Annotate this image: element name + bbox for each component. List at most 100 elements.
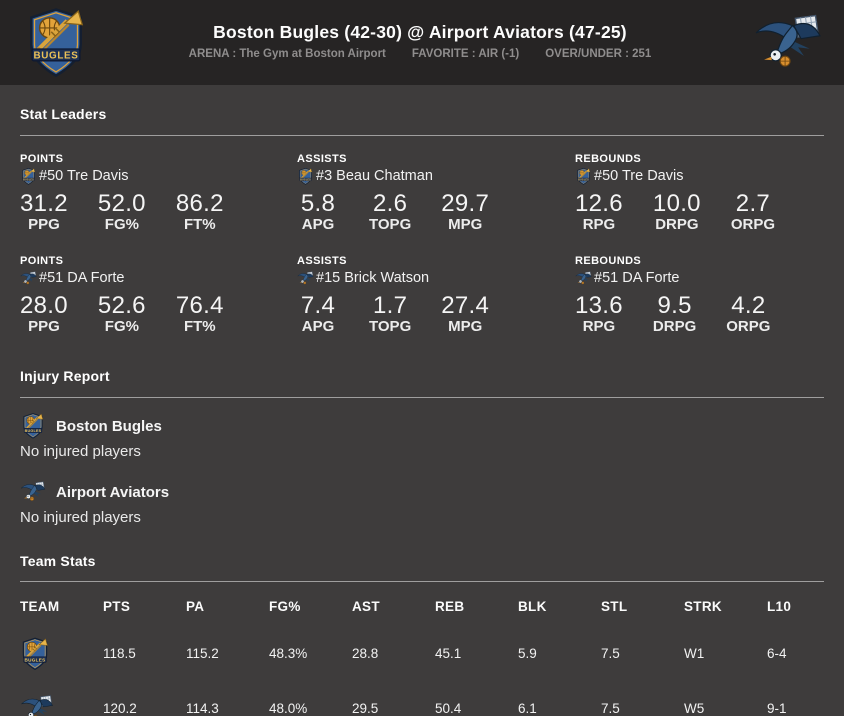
leader-group-rebounds-home: REBOUNDS #51 DA Forte 13.6 RPG 9.5 DRPG [575, 255, 824, 335]
stat-cell: 10.0 DRPG [653, 191, 701, 233]
stat-value: 2.6 [372, 190, 408, 217]
stat-label: TOPG [369, 318, 412, 335]
player-name: #50 Tre Davis [594, 168, 684, 184]
stat-label: FT% [183, 216, 216, 233]
stat-value: 10.0 [652, 190, 701, 217]
team-stats-title: Team Stats [20, 553, 96, 569]
game-title: Boston Bugles (42-30) @ Airport Aviators… [213, 21, 627, 42]
stat-category-label: REBOUNDS [575, 153, 642, 165]
stat-cell-reb: 50.4 [435, 701, 462, 716]
boston-bugles-logo-icon [24, 8, 88, 78]
stat-cell-reb: 45.1 [435, 646, 462, 661]
stat-label: FG% [104, 318, 139, 335]
airport-aviators-logo-icon [20, 694, 54, 716]
stat-label: MPG [448, 216, 483, 233]
leader-stats-row: 5.8 APG 2.6 TOPG 29.7 MPG [297, 191, 575, 233]
stat-value: 2.7 [735, 190, 771, 217]
game-info-line: ARENA : The Gym at Boston Airport FAVORIT… [88, 48, 752, 60]
stat-cell: 1.7 TOPG [369, 293, 411, 335]
stat-label: DRPG [652, 318, 697, 335]
stat-leaders-title: Stat Leaders [20, 106, 107, 122]
stat-label: PPG [28, 216, 60, 233]
stat-value: 12.6 [575, 190, 623, 217]
stat-cell-fg: 48.3% [269, 646, 308, 661]
player-name: #51 DA Forte [594, 270, 680, 286]
leader-player-line: #50 Tre Davis [20, 167, 297, 185]
stat-label: MPG [448, 318, 483, 335]
column-header-pa: PA [186, 599, 205, 614]
leader-player-line: #15 Brick Watson [297, 269, 575, 287]
stat-value: 9.5 [657, 292, 692, 319]
stat-category-label: POINTS [20, 153, 64, 165]
stat-cell: 4.2 ORPG [726, 293, 770, 335]
game-header-center: Boston Bugles (42-30) @ Airport Aviators… [88, 22, 752, 64]
stat-label: PPG [28, 318, 60, 335]
stat-category-label: REBOUNDS [575, 255, 642, 267]
leader-stats-row: 7.4 APG 1.7 TOPG 27.4 MPG [297, 293, 575, 335]
stat-cell-fg: 48.0% [269, 701, 308, 716]
stat-category-label: POINTS [20, 255, 64, 267]
leader-stats-row: 28.0 PPG 52.6 FG% 76.4 FT% [20, 293, 297, 335]
team-stats-table: TEAM PTS PA FG% AST REB BLK STL STRK L10 [20, 582, 824, 716]
stat-category-label: ASSISTS [297, 255, 347, 267]
stat-value: 4.2 [731, 292, 766, 319]
section-divider [20, 397, 824, 398]
stat-cell: 2.7 ORPG [731, 191, 775, 233]
injury-team-name: Boston Bugles [56, 417, 162, 435]
stat-label: DRPG [655, 216, 699, 233]
team-logo-cell [20, 626, 103, 681]
stat-value: 52.0 [97, 190, 146, 217]
stat-value: 28.0 [20, 292, 68, 319]
boston-bugles-logo-icon [575, 168, 592, 185]
column-header-reb: REB [435, 599, 465, 614]
injury-team-line: Boston Bugles [20, 413, 824, 439]
column-header-fg: FG% [269, 599, 301, 614]
game-header: Boston Bugles (42-30) @ Airport Aviators… [0, 0, 844, 85]
injury-report-section: Injury Report Boston Bugles No injured p… [20, 335, 824, 527]
team-stats-header-row: TEAM PTS PA FG% AST REB BLK STL STRK L10 [20, 582, 824, 626]
stat-cell-stl: 7.5 [601, 646, 620, 661]
game-details: Stat Leaders POINTS #50 Tre Davis 31.2 P… [0, 85, 844, 716]
favorite-label: FAVORITE : AIR (-1) [411, 47, 520, 60]
stat-cell-ast: 29.5 [352, 701, 379, 716]
leader-stats-row: 13.6 RPG 9.5 DRPG 4.2 ORPG [575, 293, 824, 335]
stat-value: 29.7 [441, 190, 490, 217]
section-divider [20, 581, 824, 582]
leader-group-points-away: POINTS #50 Tre Davis 31.2 PPG 52.0 FG% [20, 153, 297, 233]
stat-label: RPG [582, 216, 616, 233]
stat-cell-pts: 118.5 [103, 646, 136, 661]
injury-status: No injured players [20, 509, 141, 526]
injury-team-line: Airport Aviators [20, 479, 824, 505]
stat-cell: 76.4 FT% [176, 293, 224, 335]
stat-label: RPG [582, 318, 616, 335]
leader-stats-row: 12.6 RPG 10.0 DRPG 2.7 ORPG [575, 191, 824, 233]
column-header-l10: L10 [767, 599, 792, 614]
stat-cell: 5.8 APG [297, 191, 339, 233]
injury-report-title: Injury Report [20, 368, 110, 384]
leader-group-rebounds-away: REBOUNDS #50 Tre Davis 12.6 RPG 10.0 DRP… [575, 153, 824, 233]
stat-value: 27.4 [441, 292, 490, 319]
leader-player-line: #3 Beau Chatman [297, 167, 575, 185]
stat-leaders-grid: POINTS #50 Tre Davis 31.2 PPG 52.0 FG% [20, 153, 824, 335]
stat-value: 5.8 [300, 190, 336, 217]
leader-group-points-home: POINTS #51 DA Forte 28.0 PPG 52.6 FG% [20, 255, 297, 335]
stat-cell: 27.4 MPG [441, 293, 489, 335]
team-stats-section: Team Stats TEAM PTS PA FG% AST REB BLK S… [20, 527, 824, 716]
column-header-ast: AST [352, 599, 380, 614]
stat-label: TOPG [369, 216, 412, 233]
stat-value: 13.6 [575, 292, 623, 319]
column-header-pts: PTS [103, 599, 131, 614]
column-header-blk: BLK [518, 599, 547, 614]
player-name: #3 Beau Chatman [316, 168, 433, 184]
player-name: #51 DA Forte [39, 270, 125, 286]
stat-value: 76.4 [175, 292, 224, 319]
stat-cell-l10: 9-1 [767, 701, 787, 716]
team-stats-row-bugles: 118.5 115.2 48.3% 28.8 45.1 5.9 7.5 W1 6… [20, 626, 824, 681]
column-header-strk: STRK [684, 599, 722, 614]
player-name: #15 Brick Watson [316, 270, 430, 286]
stat-label: ORPG [726, 318, 771, 335]
stat-cell-pa: 115.2 [186, 646, 219, 661]
column-header-team: TEAM [20, 599, 60, 614]
stat-cell: 52.0 FG% [98, 191, 146, 233]
section-divider [20, 135, 824, 136]
